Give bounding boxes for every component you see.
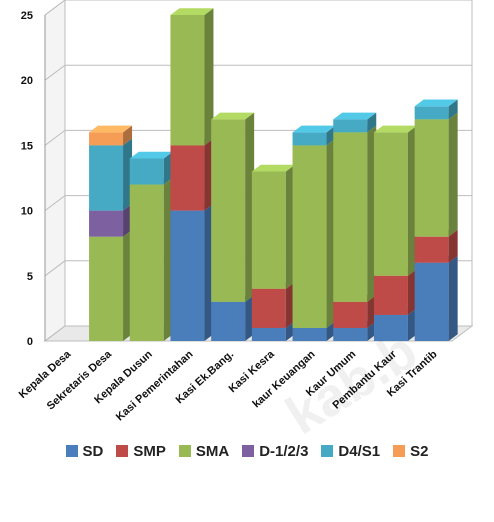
- bar-segment-sma: [170, 8, 214, 146]
- y-tick-label: 25: [21, 10, 33, 22]
- bar-segment-d4-s1: [89, 138, 133, 211]
- bar-front: [333, 119, 368, 133]
- bar-front: [89, 210, 124, 237]
- legend-label: D4/S1: [338, 442, 381, 460]
- bar-front: [373, 132, 408, 276]
- bar-segment-sd: [211, 295, 255, 341]
- bar-top: [292, 125, 336, 133]
- bar-front: [89, 132, 124, 146]
- legend-item: D4/S1: [321, 443, 380, 460]
- bar-segment-sma: [211, 112, 255, 302]
- legend-swatch: [321, 445, 334, 457]
- y-tick-label: 5: [27, 271, 33, 283]
- gridline: [44, 64, 472, 81]
- chart-bars: [89, 8, 458, 341]
- bar-segment-d4-s1: [129, 151, 173, 185]
- bar-front: [129, 158, 164, 185]
- bar-side: [123, 125, 133, 146]
- bar-top: [414, 99, 458, 107]
- bar-segment-sma: [414, 112, 458, 237]
- bar-top: [211, 112, 255, 120]
- bar-front: [333, 327, 368, 341]
- bar-side: [448, 112, 458, 237]
- bar-top: [333, 112, 377, 120]
- legend-item: S2: [393, 443, 428, 460]
- bar-front: [292, 132, 327, 146]
- bar-front: [414, 236, 449, 263]
- legend-swatch: [393, 445, 406, 457]
- bar-segment-smp: [373, 269, 417, 315]
- legend-item: SD: [65, 442, 104, 460]
- bar-segment-smp: [251, 282, 295, 328]
- gridline: [44, 0, 472, 16]
- y-tick-label: 15: [21, 140, 33, 152]
- bar-side: [367, 112, 377, 133]
- legend-swatch: [65, 445, 78, 457]
- bar-segment-sd: [414, 256, 458, 341]
- bar-front: [333, 301, 368, 328]
- legend-label: S2: [410, 442, 429, 460]
- legend-label: SD: [82, 442, 104, 460]
- bar-side: [448, 256, 458, 341]
- bar-segment-s2: [89, 125, 133, 146]
- bar-top: [89, 125, 133, 133]
- bar-front: [211, 119, 246, 302]
- bar-segment-sma: [89, 229, 133, 341]
- bar-segment-d4-s1: [292, 125, 336, 146]
- bar-segment-sma: [292, 138, 336, 328]
- legend-label: D-1/2/3: [259, 442, 309, 460]
- legend-swatch: [242, 445, 255, 457]
- bar-segment-smp: [170, 138, 214, 211]
- bar-segment-sd: [170, 203, 214, 341]
- bar-top: [129, 151, 173, 159]
- chart-legend: SD SMP SMA D-1/2/3 D4/S1 S2: [0, 438, 494, 464]
- bar-front: [251, 327, 286, 341]
- bar-front: [333, 132, 368, 302]
- bar-front: [211, 301, 246, 341]
- y-tick-label: 20: [21, 75, 33, 87]
- bar-front: [170, 210, 205, 341]
- bar-top: [373, 125, 417, 133]
- bar-segment-sma: [373, 125, 417, 276]
- x-category-label: Kasi Pemerintahan: [114, 348, 196, 423]
- bar-top: [251, 164, 295, 172]
- bar-segment-sma: [333, 125, 377, 302]
- bar-front: [414, 262, 449, 341]
- bar-front: [129, 184, 164, 341]
- bar-front: [251, 288, 286, 328]
- bar-front: [414, 106, 449, 120]
- bar-front: [251, 171, 286, 289]
- bar-front: [414, 119, 449, 237]
- bar-front: [373, 314, 408, 341]
- bar-front: [373, 275, 408, 315]
- y-tick-label: 10: [21, 206, 33, 218]
- legend-swatch: [116, 445, 129, 457]
- legend-label: SMP: [133, 442, 166, 460]
- bar-top: [170, 8, 214, 15]
- bar-front: [292, 145, 327, 328]
- legend-item: SMP: [116, 443, 166, 460]
- bar-segment-sma: [129, 177, 173, 341]
- bar-front: [89, 236, 124, 341]
- bar-side: [448, 229, 458, 263]
- bar-front: [170, 15, 205, 146]
- side-wall: [44, 0, 66, 342]
- bar-side: [448, 99, 458, 120]
- bar-segment-d4-s1: [333, 112, 377, 133]
- bar-front: [170, 145, 205, 211]
- legend-swatch: [178, 445, 191, 457]
- legend-item: D-1/2/3: [242, 443, 308, 460]
- y-tick-label: 0: [27, 336, 33, 348]
- bar-front: [89, 145, 124, 211]
- bar-side: [204, 8, 214, 146]
- bar-segment-d4-s1: [414, 99, 458, 120]
- bar-front: [292, 327, 327, 341]
- bar-segment-sma: [251, 164, 295, 289]
- legend-label: SMA: [195, 442, 230, 460]
- legend-item: SMA: [178, 442, 230, 460]
